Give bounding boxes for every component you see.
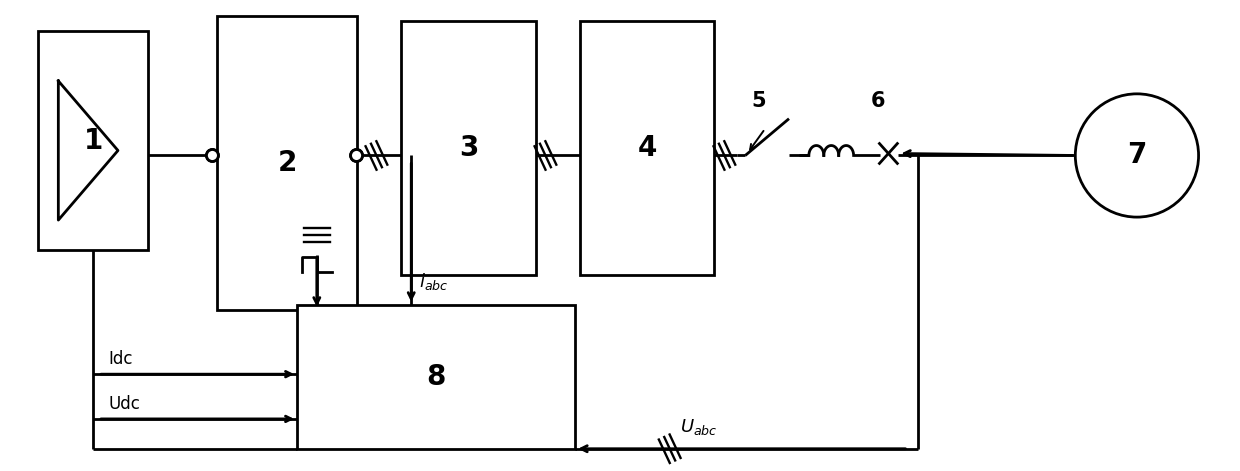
Circle shape xyxy=(206,149,218,162)
Text: 4: 4 xyxy=(637,134,657,162)
Text: $U_{abc}$: $U_{abc}$ xyxy=(680,417,717,437)
Bar xyxy=(580,21,714,275)
Text: Udc: Udc xyxy=(108,395,140,413)
Bar xyxy=(402,21,536,275)
Text: 1: 1 xyxy=(83,127,103,154)
Text: 5: 5 xyxy=(751,91,766,111)
Circle shape xyxy=(351,149,362,162)
Text: 8: 8 xyxy=(427,363,445,390)
Circle shape xyxy=(1075,94,1199,217)
Text: 7: 7 xyxy=(1127,141,1147,170)
Text: Idc: Idc xyxy=(108,350,133,368)
Circle shape xyxy=(351,149,362,162)
Text: 3: 3 xyxy=(459,134,479,162)
Bar xyxy=(217,16,357,309)
Text: 6: 6 xyxy=(872,91,885,111)
Bar xyxy=(38,31,148,250)
Bar xyxy=(296,305,575,449)
Text: $i_{abc}$: $i_{abc}$ xyxy=(419,271,449,292)
Text: 2: 2 xyxy=(278,149,296,177)
Circle shape xyxy=(206,149,218,162)
